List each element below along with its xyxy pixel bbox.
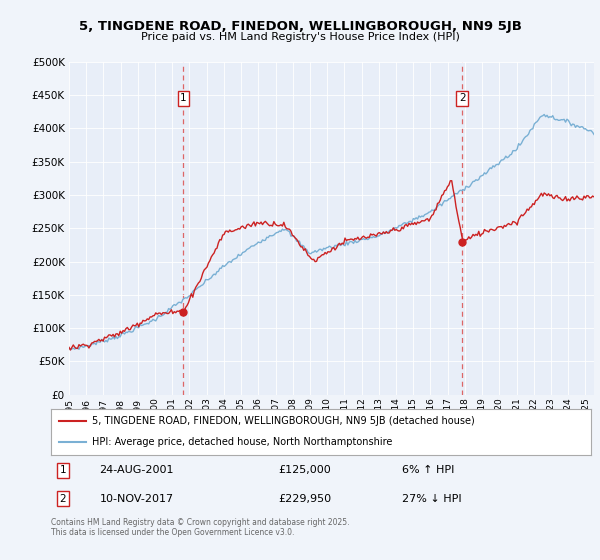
Text: Price paid vs. HM Land Registry's House Price Index (HPI): Price paid vs. HM Land Registry's House … [140,32,460,43]
Text: Contains HM Land Registry data © Crown copyright and database right 2025.
This d: Contains HM Land Registry data © Crown c… [51,518,349,538]
Text: £229,950: £229,950 [278,494,331,503]
Text: 1: 1 [59,465,66,475]
Text: £125,000: £125,000 [278,465,331,475]
Text: HPI: Average price, detached house, North Northamptonshire: HPI: Average price, detached house, Nort… [91,437,392,447]
Text: 1: 1 [180,94,187,103]
Text: 2: 2 [459,94,466,103]
Text: 24-AUG-2001: 24-AUG-2001 [100,465,174,475]
Text: 27% ↓ HPI: 27% ↓ HPI [402,494,461,503]
Text: 2: 2 [59,494,66,503]
Text: 5, TINGDENE ROAD, FINEDON, WELLINGBOROUGH, NN9 5JB: 5, TINGDENE ROAD, FINEDON, WELLINGBOROUG… [79,20,521,32]
Text: 6% ↑ HPI: 6% ↑ HPI [402,465,454,475]
Text: 10-NOV-2017: 10-NOV-2017 [100,494,174,503]
Text: 5, TINGDENE ROAD, FINEDON, WELLINGBOROUGH, NN9 5JB (detached house): 5, TINGDENE ROAD, FINEDON, WELLINGBOROUG… [91,416,474,426]
